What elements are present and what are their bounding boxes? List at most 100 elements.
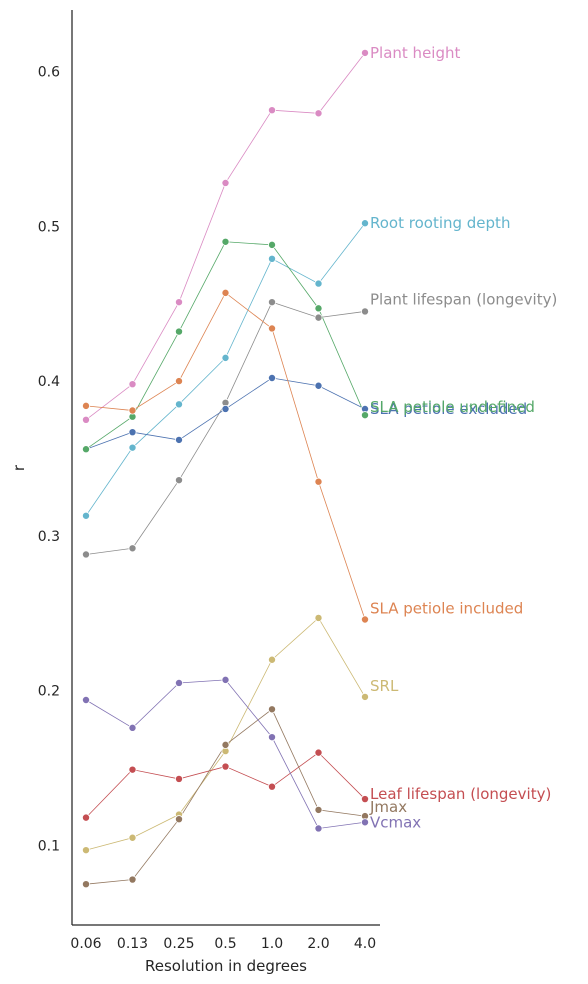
series-label: Vcmax [370, 813, 421, 831]
data-point [221, 762, 230, 771]
x-ticks: 0.06 0.13 0.25 0.5 1.0 2.0 4.0 [70, 936, 376, 952]
data-point [221, 404, 230, 413]
data-point [360, 411, 369, 420]
data-point [267, 374, 276, 383]
x-tick-label: 1.0 [261, 936, 283, 952]
y-tick-label: 0.1 [38, 839, 60, 855]
data-point [82, 445, 91, 454]
series-line [85, 752, 366, 818]
series-labels: Plant height Root rooting depth Plant life… [369, 44, 557, 831]
x-tick-label: 2.0 [307, 936, 329, 952]
data-point [128, 875, 137, 884]
data-point [128, 406, 137, 415]
data-point [221, 178, 230, 187]
data-point [82, 415, 91, 424]
y-tick-label: 0.4 [38, 374, 60, 390]
data-point [174, 774, 183, 783]
data-point [314, 304, 323, 313]
series-line [85, 292, 366, 620]
data-point [267, 254, 276, 263]
series-line [85, 241, 366, 450]
data-point [267, 298, 276, 307]
data-point [314, 109, 323, 118]
series-line [85, 222, 366, 517]
data-point [267, 733, 276, 742]
data-point [267, 106, 276, 115]
series-line [85, 52, 366, 421]
data-point [360, 615, 369, 624]
data-point [314, 477, 323, 486]
data-point [360, 795, 369, 804]
data-point [128, 428, 137, 437]
data-point [314, 381, 323, 390]
data-point [267, 705, 276, 714]
data-point [221, 353, 230, 362]
data-point [174, 400, 183, 409]
y-tick-label: 0.5 [38, 219, 60, 235]
data-point [128, 380, 137, 389]
x-tick-label: 0.25 [163, 936, 194, 952]
x-tick-label: 0.06 [70, 936, 101, 952]
data-point [314, 824, 323, 833]
data-point [267, 782, 276, 791]
data-point [267, 655, 276, 664]
series-points [82, 48, 369, 889]
data-point [221, 237, 230, 246]
data-point [82, 880, 91, 889]
data-point [314, 279, 323, 288]
data-point [82, 401, 91, 410]
y-tick-label: 0.6 [38, 65, 60, 81]
data-point [82, 511, 91, 520]
data-point [174, 327, 183, 336]
data-point [82, 846, 91, 855]
series-label: Plant lifespan (longevity) [370, 290, 557, 308]
data-point [360, 219, 369, 228]
data-point [360, 307, 369, 316]
axes [71, 10, 380, 926]
series-line [85, 617, 366, 851]
data-point [82, 550, 91, 559]
x-tick-label: 4.0 [354, 936, 376, 952]
data-point [128, 443, 137, 452]
x-axis-label: Resolution in degrees [145, 957, 307, 975]
data-point [314, 613, 323, 622]
series-label: SLA petiole excluded [370, 400, 527, 418]
data-point [82, 813, 91, 822]
data-point [174, 298, 183, 307]
y-ticks: 0.1 0.2 0.3 0.4 0.5 0.6 [38, 65, 60, 855]
data-point [128, 544, 137, 553]
series-label: Plant height [370, 44, 460, 62]
data-point [221, 288, 230, 297]
series-line [85, 377, 366, 450]
data-point [174, 476, 183, 485]
data-point [314, 748, 323, 757]
series-line [85, 708, 366, 885]
data-point [174, 435, 183, 444]
data-point [360, 48, 369, 57]
y-axis-label: r [10, 464, 28, 471]
series-label: Leaf lifespan (longevity) [370, 785, 551, 803]
data-point [128, 723, 137, 732]
data-point [174, 678, 183, 687]
data-point [314, 805, 323, 814]
data-point [221, 740, 230, 749]
series-lines [85, 52, 366, 885]
y-tick-label: 0.3 [38, 529, 60, 545]
x-tick-label: 0.5 [214, 936, 236, 952]
series-label: SRL [370, 677, 399, 695]
y-tick-label: 0.2 [38, 684, 60, 700]
x-tick-label: 0.13 [117, 936, 148, 952]
data-point [221, 675, 230, 684]
series-label: SLA petiole undefined [370, 398, 535, 416]
series-label: SLA petiole included [370, 599, 523, 617]
series-label: Root rooting depth [370, 214, 510, 232]
data-point [314, 313, 323, 322]
series-label: Jmax [369, 798, 407, 816]
data-point [128, 833, 137, 842]
data-point [128, 765, 137, 774]
data-point [267, 324, 276, 333]
data-point [267, 240, 276, 249]
data-point [174, 377, 183, 386]
series-line [85, 301, 366, 555]
